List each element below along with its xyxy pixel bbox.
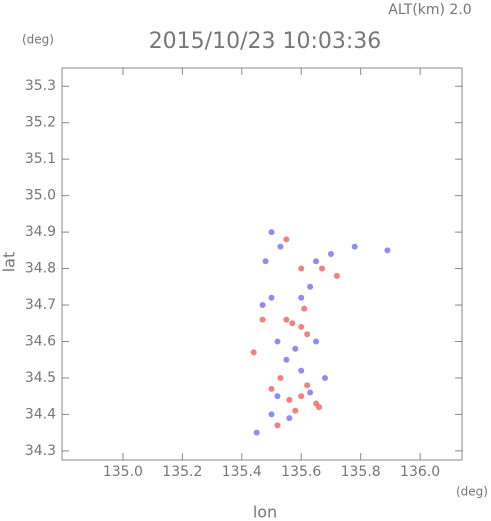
echo-point [319, 265, 326, 272]
echo-point [268, 411, 275, 418]
y-tick-label: 35.0 [25, 188, 56, 204]
echo-point [262, 258, 269, 265]
echo-point [268, 385, 275, 392]
echo-point [322, 374, 329, 381]
y-tick-label: 34.9 [25, 224, 56, 240]
echo-point [286, 396, 293, 403]
echo-point [298, 265, 305, 272]
echo-point [307, 389, 314, 396]
y-tick-label: 34.7 [25, 297, 56, 313]
echo-point [259, 316, 266, 323]
echo-point [289, 320, 296, 327]
echo-point [274, 338, 281, 345]
echo-point [301, 305, 308, 312]
echo-point [250, 349, 257, 356]
echo-point [277, 374, 284, 381]
echo-point [307, 283, 314, 290]
echo-point [298, 323, 305, 330]
y-unit: (deg) [22, 33, 54, 47]
echo-point [351, 243, 358, 250]
echo-point [286, 415, 293, 422]
x-tick-label: 135.6 [281, 464, 321, 480]
echo-point [274, 422, 281, 429]
echo-point [316, 404, 323, 411]
x-axis-label: lon [253, 503, 277, 521]
y-tick-label: 35.2 [25, 115, 56, 131]
x-tick-label: 136.0 [400, 464, 440, 480]
echo-point [253, 429, 260, 436]
echo-point [283, 356, 290, 363]
y-tick-label: 35.3 [25, 78, 56, 94]
echo-point [298, 367, 305, 374]
y-tick-label: 35.1 [25, 151, 56, 167]
y-axis-label: lat [0, 252, 19, 273]
echo-point [283, 316, 290, 323]
echo-point [292, 407, 299, 414]
echo-point [277, 243, 284, 250]
echo-point [268, 229, 275, 236]
y-tick-label: 34.5 [25, 370, 56, 386]
echo-point [298, 393, 305, 400]
altitude-label: ALT(km) 2.0 [388, 2, 471, 18]
echo-point [327, 250, 334, 257]
echo-point [283, 236, 290, 243]
echo-point [292, 345, 299, 352]
plot-frame [61, 67, 463, 461]
echo-point [313, 258, 320, 265]
x-tick-label: 135.2 [162, 464, 202, 480]
echo-point [304, 382, 311, 389]
x-unit: (deg) [456, 485, 488, 499]
echo-point [259, 302, 266, 309]
chart-title: 2015/10/23 10:03:36 [149, 29, 382, 54]
y-tick-label: 34.8 [25, 261, 56, 277]
echo-point [274, 393, 281, 400]
echo-point [313, 338, 320, 345]
y-tick-label: 34.3 [25, 443, 56, 459]
x-tick-label: 135.8 [341, 464, 381, 480]
echo-point [268, 294, 275, 301]
echo-point [298, 294, 305, 301]
echo-point [333, 272, 340, 279]
echo-point [384, 247, 391, 254]
x-tick-label: 135.4 [222, 464, 262, 480]
y-tick-label: 34.4 [25, 406, 56, 422]
echo-point [304, 331, 311, 338]
y-tick-label: 34.6 [25, 333, 56, 349]
x-tick-label: 135.0 [103, 464, 143, 480]
